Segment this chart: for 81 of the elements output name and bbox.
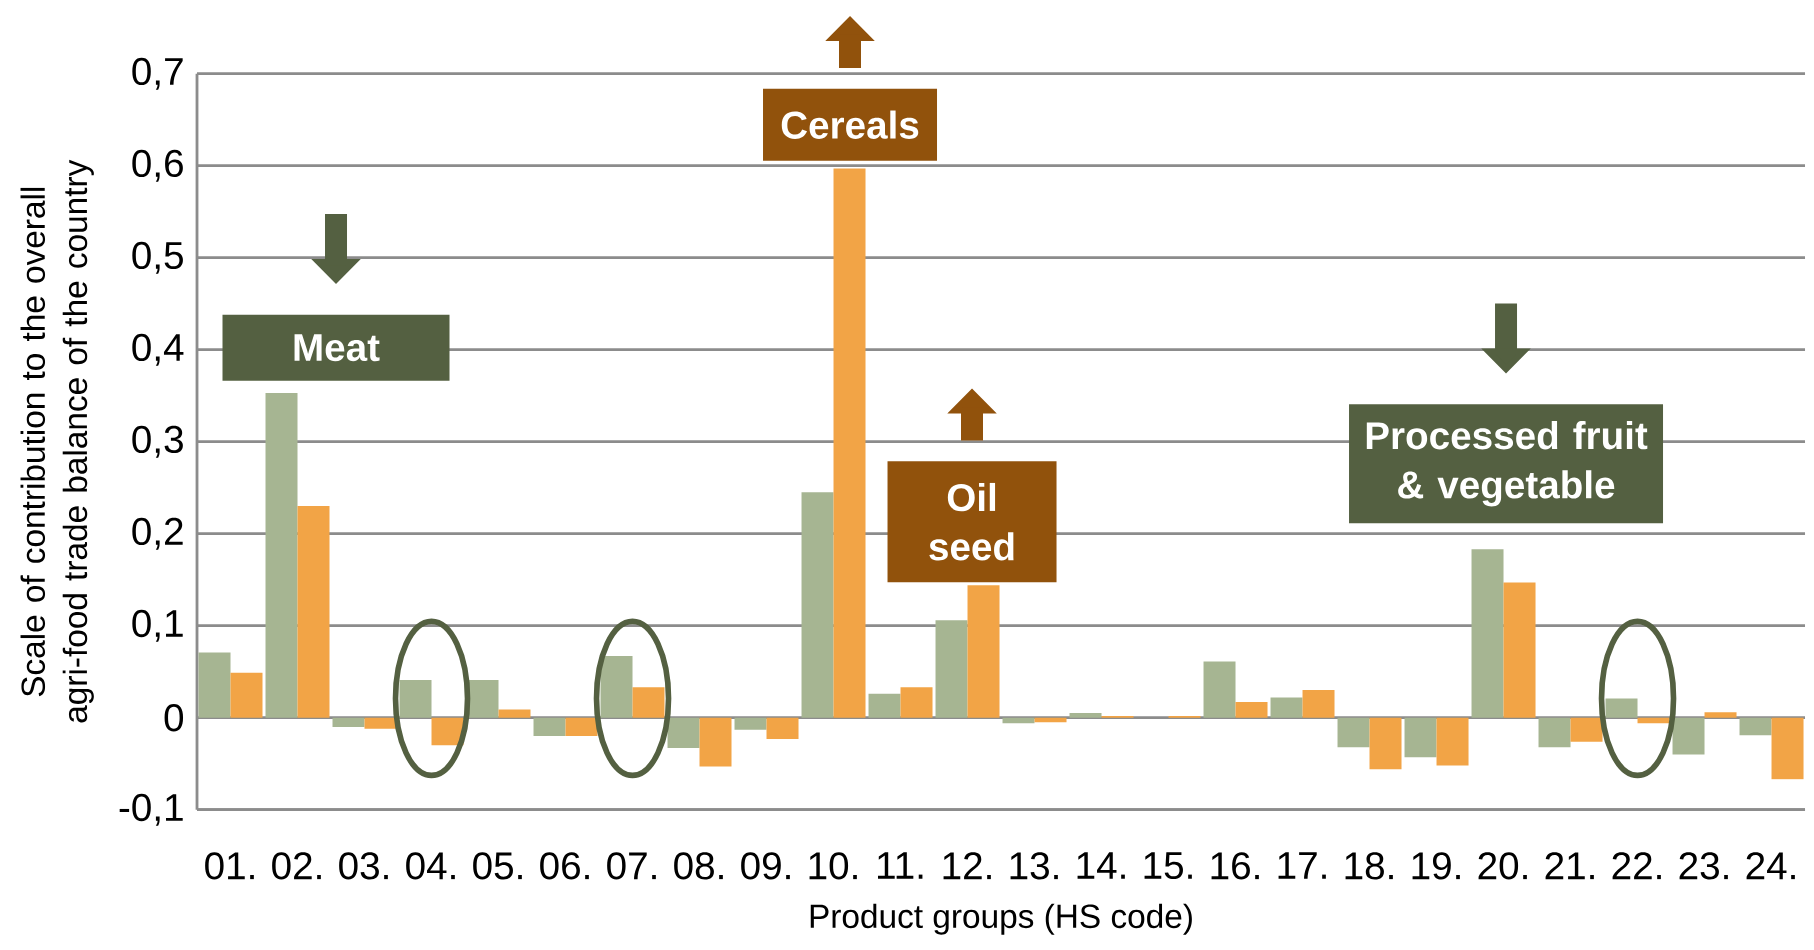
x-tick-label: 23.	[1679, 852, 1728, 880]
x-tick-label: 22.	[1612, 852, 1661, 880]
bar	[1471, 549, 1504, 718]
x-axis-title: Product groups (HS code)	[810, 903, 1192, 935]
bar	[1739, 717, 1772, 736]
bar	[967, 585, 1000, 718]
bar	[900, 687, 933, 718]
x-tick-label: 05.	[473, 852, 522, 880]
x-tick-label: 01.	[205, 852, 254, 880]
bar	[1771, 717, 1804, 780]
x-tick-label: 12.	[943, 852, 991, 880]
bar	[1369, 717, 1402, 770]
bar	[364, 717, 397, 729]
bar	[198, 652, 231, 718]
bar	[1538, 717, 1571, 748]
y-tick-label: 0,2	[132, 517, 183, 550]
y-tick-label: 0,5	[132, 241, 183, 274]
y-tick-label: 0	[164, 704, 184, 732]
x-tick-label: 19.	[1412, 852, 1460, 880]
y-tick-label: -0,1	[119, 793, 183, 826]
x-tick-label: 04.	[406, 852, 455, 880]
bar	[399, 680, 432, 718]
bar	[1503, 582, 1536, 718]
bar	[766, 717, 799, 740]
x-tick-label: 06.	[540, 852, 589, 880]
bar	[1337, 717, 1370, 748]
x-tick-label: 02.	[272, 852, 321, 880]
bar	[1672, 717, 1705, 755]
x-tick-label: 20.	[1478, 852, 1527, 880]
bar	[1605, 698, 1638, 718]
x-tick-label: 17.	[1278, 852, 1326, 879]
x-tick-label: 24.	[1746, 852, 1795, 880]
bar	[297, 506, 330, 718]
bar	[265, 393, 298, 718]
bar	[935, 620, 968, 718]
bar	[565, 717, 598, 737]
annotation: Processed fruit & vegetable	[1366, 421, 1648, 507]
y-tick-label: 0,3	[132, 425, 183, 458]
annotation: Oil seed	[929, 483, 1014, 561]
x-tick-label: 14.	[1077, 852, 1125, 879]
bar	[868, 693, 901, 718]
y-tick-label: 0,6	[132, 149, 183, 182]
bar	[1704, 712, 1737, 718]
bar	[1570, 717, 1603, 742]
bar	[1069, 713, 1102, 718]
annotation: Cereals	[781, 110, 919, 140]
bar	[1436, 717, 1469, 766]
x-tick-label: 21.	[1545, 852, 1594, 880]
x-tick-label: 10.	[809, 852, 857, 880]
bar	[734, 717, 767, 730]
bar	[1302, 690, 1335, 718]
bar	[600, 656, 633, 718]
x-tick-label: 15.	[1144, 852, 1192, 880]
bar	[1404, 717, 1437, 758]
bar	[1270, 697, 1303, 718]
x-tick-label: 16.	[1211, 852, 1259, 880]
bar	[667, 717, 700, 749]
y-tick-label: 0,1	[132, 609, 183, 642]
bar	[801, 492, 834, 718]
bar	[466, 680, 499, 718]
bar	[699, 717, 732, 767]
bar	[833, 168, 866, 718]
bar	[632, 687, 665, 718]
x-tick-label: 18.	[1345, 852, 1393, 880]
x-tick-label: 13.	[1010, 852, 1058, 880]
x-tick-label: 08.	[674, 852, 723, 880]
bar	[533, 717, 566, 737]
y-axis-title: Scale of contribution to the overall agri-food trade balance of the country	[20, 159, 94, 723]
x-tick-label: 07.	[607, 852, 656, 880]
x-tick-label: 11.	[878, 852, 923, 879]
x-tick-label: 09.	[741, 852, 790, 880]
bar	[230, 672, 263, 718]
bar	[332, 717, 365, 728]
y-tick-label: 0,4	[132, 333, 184, 366]
bar	[1203, 661, 1236, 718]
y-tick-label: 0,7	[132, 57, 183, 90]
bar	[1235, 702, 1268, 718]
bar	[498, 709, 531, 718]
annotation: Meat	[294, 334, 380, 362]
bar	[1002, 717, 1035, 724]
x-tick-label: 03.	[339, 852, 388, 880]
